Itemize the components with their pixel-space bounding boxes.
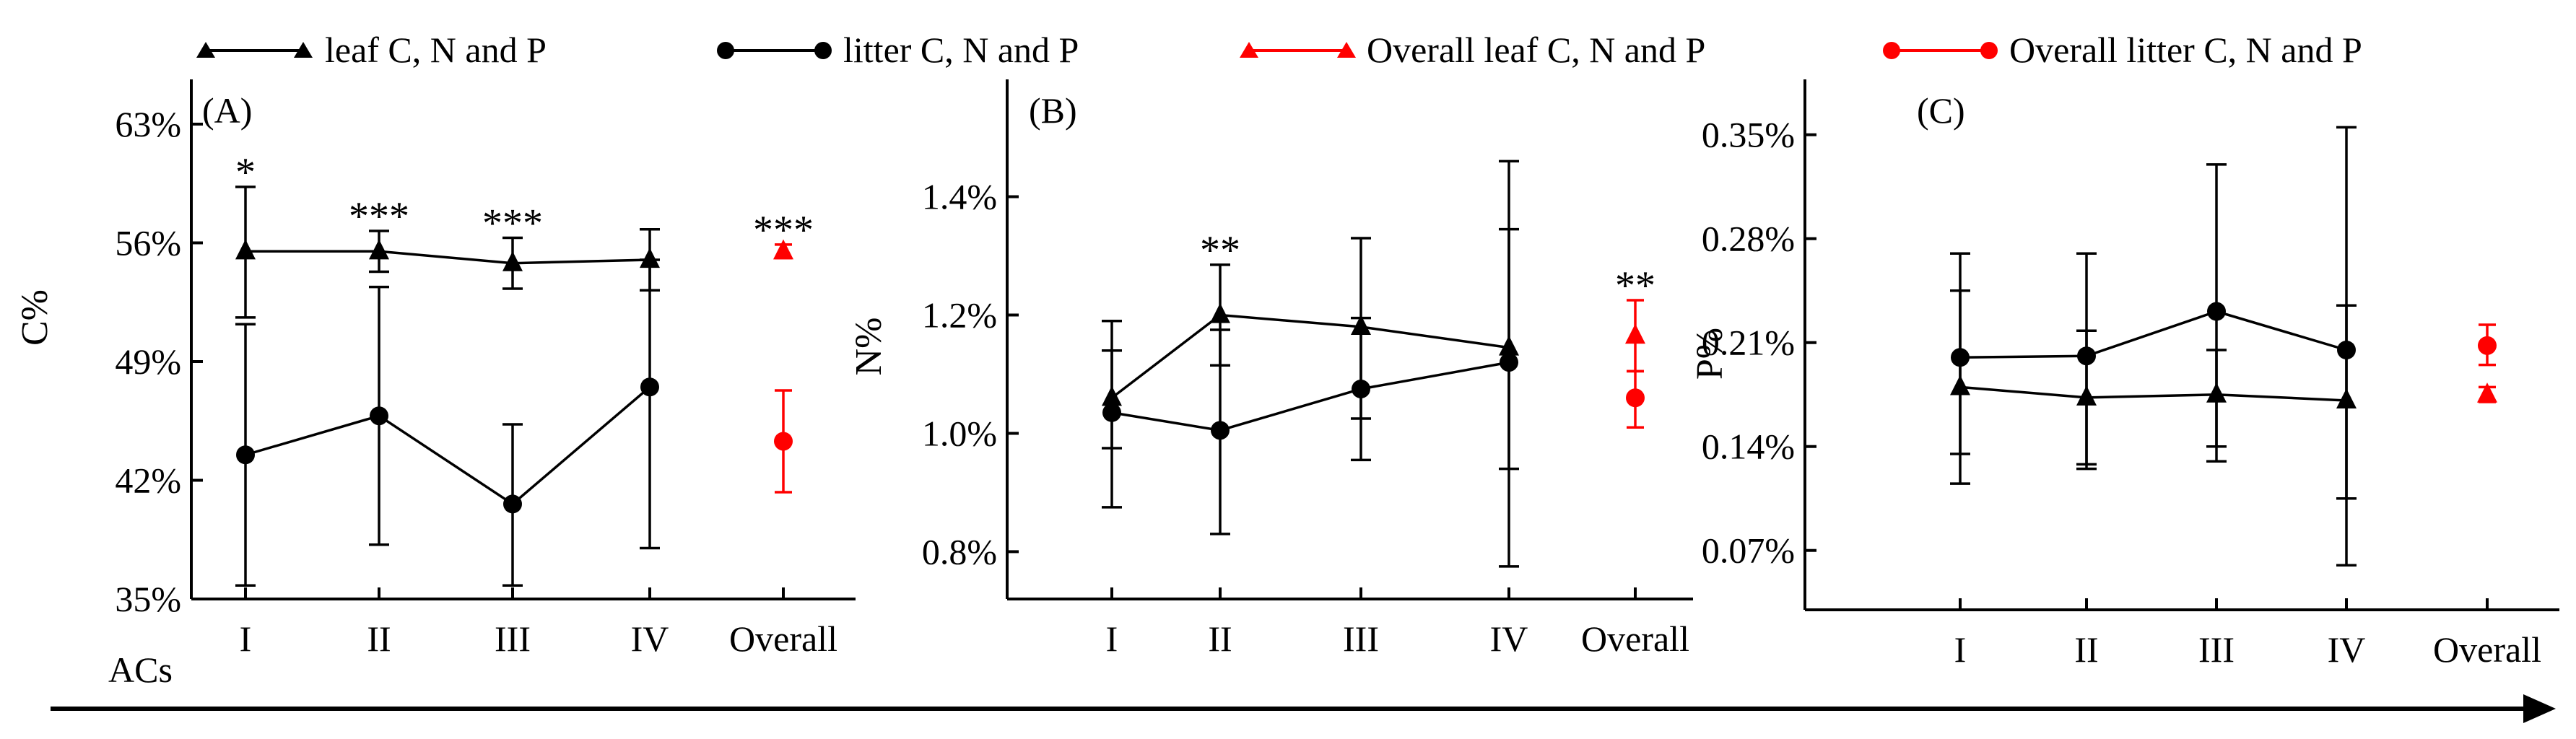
y-tick-label: 0.07%	[1702, 530, 1795, 571]
panel-label: (B)	[1029, 90, 1077, 131]
y-tick-label: 0.21%	[1702, 323, 1795, 363]
series-line	[1959, 310, 2347, 359]
y-tick-label: 35%	[115, 579, 181, 619]
significance-label: **	[1200, 228, 1240, 273]
data-point-circle	[2337, 341, 2356, 359]
x-tick-label: Overall	[2433, 629, 2541, 670]
y-tick-label: 63%	[115, 104, 181, 144]
legend-item-litter: litter C, N and P	[717, 30, 1079, 70]
data-point-circle	[236, 445, 255, 465]
data-point-triangle	[640, 248, 660, 268]
x-tick-label: I	[240, 618, 252, 659]
overall-point-triangle	[773, 239, 793, 260]
y-axis-label: P%	[1689, 328, 1731, 380]
data-point-circle	[1951, 348, 1970, 367]
y-tick-label: 1.2%	[922, 295, 997, 336]
overall-point-triangle	[2477, 382, 2497, 403]
x-tick-label: III	[1343, 618, 1379, 659]
panel-label: (C)	[1917, 90, 1965, 131]
x-axis-caption: ACs	[108, 650, 173, 690]
y-tick-label: 0.8%	[922, 531, 997, 572]
data-point-triangle	[235, 239, 256, 260]
data-point-triangle	[369, 239, 389, 260]
x-tick-label: II	[1208, 618, 1232, 659]
x-tick-label: III	[495, 618, 531, 659]
y-tick-label: 1.0%	[922, 413, 997, 453]
overall-point-triangle	[1625, 323, 1645, 344]
data-point-circle	[1500, 353, 1518, 372]
significance-label: **	[1615, 263, 1655, 308]
y-axis-label: N%	[848, 318, 889, 376]
significance-label: ***	[482, 201, 543, 245]
panel-c: 0.07%0.14%0.21%0.28%0.35%I II III IV Overall…	[1689, 79, 2559, 670]
series-line	[1959, 385, 2347, 402]
gradient-arrow	[51, 694, 2556, 723]
panel-label: (A)	[202, 90, 252, 131]
legend-label-overall-leaf: Overall leaf C, N and P	[1367, 30, 1705, 70]
y-tick-label: 42%	[115, 460, 181, 501]
data-point-circle	[370, 406, 388, 426]
series-line	[245, 385, 651, 506]
x-tick-label: I	[1106, 618, 1118, 659]
x-tick-label: III	[2198, 629, 2235, 670]
legend-label-overall-litter: Overall litter C, N and P	[2009, 30, 2362, 70]
overall-point-circle	[1626, 388, 1645, 408]
y-axis-label: C%	[14, 289, 56, 346]
x-tick-label: IV	[2328, 629, 2366, 670]
overall-point-circle	[2478, 336, 2497, 355]
x-tick-label: Overall	[1581, 618, 1689, 659]
y-tick-label: 49%	[115, 341, 181, 382]
x-tick-label: Overall	[729, 618, 837, 659]
data-point-triangle	[502, 251, 523, 271]
series-line	[1111, 361, 1510, 432]
overall-point-circle	[774, 432, 793, 451]
data-point-triangle	[1210, 302, 1230, 323]
significance-label: ***	[349, 194, 409, 239]
x-tick-label: I	[1954, 629, 1967, 670]
data-point-circle	[2207, 302, 2226, 321]
significance-label: ***	[753, 208, 814, 253]
data-point-circle	[1211, 421, 1230, 440]
legend-item-leaf: leaf C, N and P	[196, 30, 547, 70]
legend-label-litter: litter C, N and P	[843, 30, 1079, 70]
data-point-circle	[1352, 379, 1370, 398]
data-point-circle	[2077, 346, 2096, 366]
legend: leaf C, N and P litter C, N and P Overal…	[196, 30, 2362, 70]
series-line	[245, 250, 650, 265]
y-tick-label: 56%	[115, 223, 181, 263]
legend-item-overall-litter: Overall litter C, N and P	[1883, 30, 2362, 70]
series-line	[1110, 313, 1510, 399]
x-tick-label: II	[367, 618, 391, 659]
significance-label: *	[235, 150, 256, 195]
y-tick-label: 0.35%	[1702, 115, 1795, 155]
y-tick-label: 0.28%	[1702, 219, 1795, 259]
data-point-circle	[503, 494, 522, 514]
data-point-circle	[640, 377, 659, 397]
data-point-circle	[1102, 403, 1121, 422]
y-tick-label: 0.14%	[1702, 427, 1795, 467]
y-tick-label: 1.4%	[922, 177, 997, 217]
x-tick-label: IV	[1490, 618, 1528, 659]
x-tick-label: II	[2074, 629, 2098, 670]
x-tick-label: IV	[631, 618, 669, 659]
legend-label-leaf: leaf C, N and P	[325, 30, 547, 70]
legend-item-overall-leaf: Overall leaf C, N and P	[1240, 30, 1705, 70]
